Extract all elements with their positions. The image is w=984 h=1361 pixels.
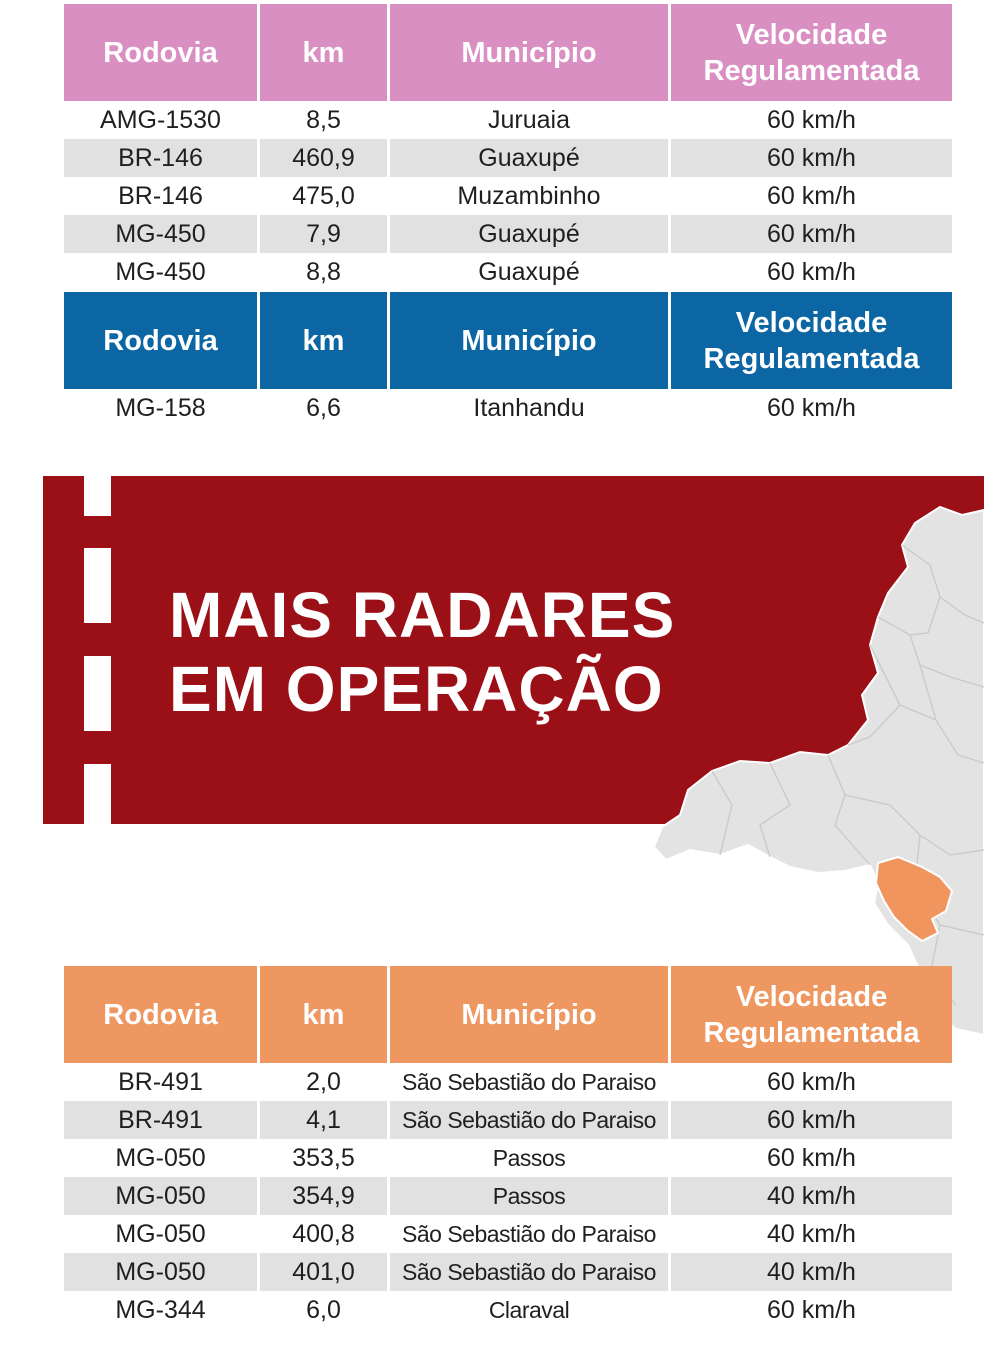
road-dash	[84, 548, 111, 623]
cell-rodovia: AMG-1530	[64, 101, 260, 139]
cell-km: 354,9	[260, 1177, 390, 1215]
table-row: BR-146 460,9 Guaxupé 60 km/h	[64, 139, 952, 177]
header-km: km	[260, 4, 390, 101]
table-row: MG-050 354,9 Passos 40 km/h	[64, 1177, 952, 1215]
cell-municipio: Guaxupé	[390, 253, 671, 291]
cell-rodovia: MG-344	[64, 1291, 260, 1329]
table-row: BR-491 4,1 São Sebastião do Paraiso 60 k…	[64, 1101, 952, 1139]
cell-municipio: Claraval	[390, 1291, 671, 1329]
cell-velocidade: 60 km/h	[767, 1067, 856, 1096]
table-header: Rodovia km Município Velocidade Regulame…	[64, 966, 952, 1063]
table-row: MG-050 401,0 São Sebastião do Paraiso 40…	[64, 1253, 952, 1291]
cell-velocidade: 40 km/h	[671, 1177, 952, 1215]
cell-velocidade: 60 km/h	[767, 105, 856, 134]
header-km: km	[260, 966, 390, 1063]
region-map-image	[652, 505, 984, 1037]
cell-velocidade: 40 km/h	[671, 1253, 952, 1291]
cell-municipio: Passos	[390, 1139, 671, 1177]
header-velocidade: Velocidade Regulamentada	[671, 292, 952, 389]
radar-table-blue: Rodovia km Município Velocidade Regulame…	[64, 292, 952, 427]
table-row: MG-050 353,5 Passos 60 km/h	[64, 1139, 952, 1177]
header-velocidade: Velocidade Regulamentada	[671, 4, 952, 101]
header-municipio: Município	[390, 292, 671, 389]
cell-velocidade: 40 km/h	[767, 1219, 856, 1248]
banner-title: MAIS RADARES EM OPERAÇÃO	[169, 578, 675, 726]
cell-municipio: São Sebastião do Paraiso	[390, 1101, 671, 1139]
table-row: AMG-1530 8,5 Juruaia 60 km/h	[64, 101, 952, 139]
table-row: MG-450 7,9 Guaxupé 60 km/h	[64, 215, 952, 253]
cell-km: 6,6	[260, 389, 390, 427]
cell-rodovia: BR-491	[64, 1063, 260, 1101]
header-municipio: Município	[390, 966, 671, 1063]
cell-velocidade: 60 km/h	[767, 1143, 856, 1172]
cell-municipio: Itanhandu	[390, 389, 671, 427]
header-rodovia: Rodovia	[64, 4, 260, 101]
cell-km: 2,0	[260, 1063, 390, 1101]
cell-km: 8,5	[260, 101, 390, 139]
cell-rodovia: BR-491	[64, 1101, 260, 1139]
cell-municipio: Muzambinho	[390, 177, 671, 215]
header-rodovia: Rodovia	[64, 292, 260, 389]
cell-velocidade: 60 km/h	[767, 393, 856, 422]
cell-km: 460,9	[260, 139, 390, 177]
cell-rodovia: MG-050	[64, 1177, 260, 1215]
cell-velocidade: 60 km/h	[671, 1101, 952, 1139]
table-row: MG-344 6,0 Claraval 60 km/h	[64, 1291, 952, 1329]
table-header: Rodovia km Município Velocidade Regulame…	[64, 4, 952, 101]
cell-municipio: Juruaia	[390, 101, 671, 139]
banner-title-line2: EM OPERAÇÃO	[169, 653, 664, 725]
cell-velocidade: 60 km/h	[767, 1295, 856, 1324]
radar-table-orange: Rodovia km Município Velocidade Regulame…	[64, 966, 952, 1329]
cell-km: 401,0	[260, 1253, 390, 1291]
cell-municipio: Guaxupé	[390, 215, 671, 253]
road-dash	[84, 764, 111, 824]
cell-rodovia: MG-450	[64, 253, 260, 291]
cell-rodovia: MG-050	[64, 1139, 260, 1177]
header-municipio: Município	[390, 4, 671, 101]
radar-table-pink: Rodovia km Município Velocidade Regulame…	[64, 4, 952, 291]
header-rodovia: Rodovia	[64, 966, 260, 1063]
table-row: MG-050 400,8 São Sebastião do Paraiso 40…	[64, 1215, 952, 1253]
cell-rodovia: MG-050	[64, 1215, 260, 1253]
header-km: km	[260, 292, 390, 389]
cell-km: 475,0	[260, 177, 390, 215]
table-row: MG-158 6,6 Itanhandu 60 km/h	[64, 389, 952, 427]
cell-municipio: São Sebastião do Paraiso	[390, 1063, 671, 1101]
road-dash	[84, 476, 111, 516]
cell-municipio: São Sebastião do Paraiso	[390, 1253, 671, 1291]
road-dash	[84, 656, 111, 731]
cell-km: 7,9	[260, 215, 390, 253]
cell-velocidade: 60 km/h	[671, 215, 952, 253]
cell-municipio: São Sebastião do Paraiso	[390, 1215, 671, 1253]
cell-rodovia: MG-158	[64, 389, 260, 427]
table-row: BR-146 475,0 Muzambinho 60 km/h	[64, 177, 952, 215]
section-banner: MAIS RADARES EM OPERAÇÃO	[43, 476, 984, 824]
table-header: Rodovia km Município Velocidade Regulame…	[64, 292, 952, 389]
cell-km: 6,0	[260, 1291, 390, 1329]
cell-velocidade: 60 km/h	[671, 139, 952, 177]
banner-title-line1: MAIS RADARES	[169, 579, 676, 651]
cell-rodovia: MG-450	[64, 215, 260, 253]
cell-municipio: Guaxupé	[390, 139, 671, 177]
table-row: MG-450 8,8 Guaxupé 60 km/h	[64, 253, 952, 291]
cell-km: 353,5	[260, 1139, 390, 1177]
cell-rodovia: BR-146	[64, 139, 260, 177]
cell-velocidade: 60 km/h	[767, 181, 856, 210]
header-velocidade: Velocidade Regulamentada	[671, 966, 952, 1063]
cell-rodovia: BR-146	[64, 177, 260, 215]
cell-km: 4,1	[260, 1101, 390, 1139]
cell-velocidade: 60 km/h	[767, 257, 856, 286]
cell-municipio: Passos	[390, 1177, 671, 1215]
cell-km: 8,8	[260, 253, 390, 291]
map-highlight-region	[874, 855, 954, 943]
cell-km: 400,8	[260, 1215, 390, 1253]
table-row: BR-491 2,0 São Sebastião do Paraiso 60 k…	[64, 1063, 952, 1101]
cell-rodovia: MG-050	[64, 1253, 260, 1291]
